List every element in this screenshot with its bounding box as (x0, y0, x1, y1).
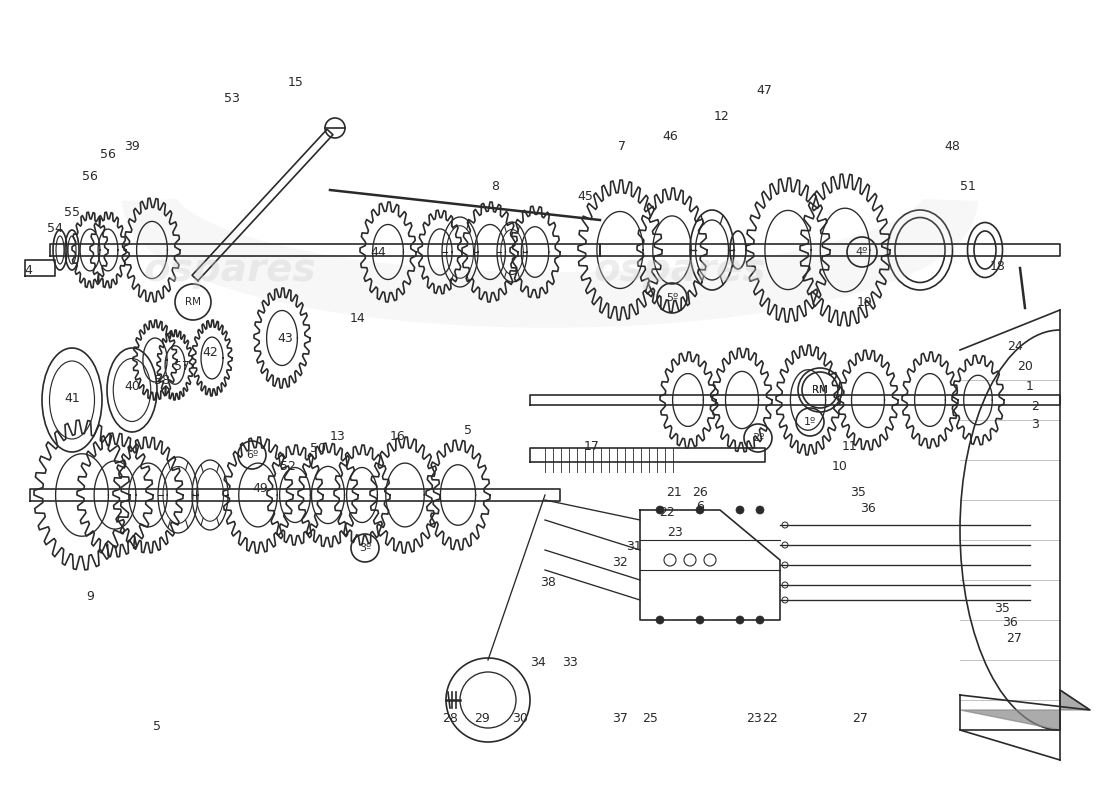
Text: RM: RM (185, 297, 201, 307)
Text: 45: 45 (578, 190, 593, 202)
Text: 26: 26 (692, 486, 708, 499)
Text: 44: 44 (370, 246, 386, 259)
Text: 33: 33 (562, 657, 578, 670)
Text: 5º: 5º (666, 293, 678, 303)
Circle shape (696, 616, 704, 624)
Text: 19: 19 (857, 297, 873, 310)
Text: 48: 48 (944, 139, 960, 153)
Text: 38: 38 (540, 577, 556, 590)
Text: 1: 1 (1026, 379, 1034, 393)
Circle shape (736, 616, 744, 624)
Circle shape (756, 616, 764, 624)
Text: 27: 27 (1006, 631, 1022, 645)
Text: 2: 2 (1031, 399, 1038, 413)
Circle shape (696, 506, 704, 514)
Text: 56: 56 (100, 149, 116, 162)
Text: 22: 22 (659, 506, 675, 519)
Text: 6: 6 (696, 499, 704, 513)
Text: 41: 41 (64, 391, 80, 405)
Text: 9: 9 (86, 590, 94, 602)
Text: 1º: 1º (804, 417, 816, 427)
Text: 27: 27 (852, 711, 868, 725)
Text: RM: RM (812, 385, 828, 395)
Text: 4º: 4º (856, 247, 868, 257)
Text: 2º: 2º (751, 433, 764, 443)
Text: 36: 36 (1002, 617, 1018, 630)
Text: 43: 43 (277, 331, 293, 345)
Text: 29: 29 (474, 711, 490, 725)
Text: 15: 15 (288, 77, 304, 90)
Text: 50: 50 (310, 442, 326, 454)
Text: 35: 35 (850, 486, 866, 499)
Text: 24: 24 (1008, 339, 1023, 353)
Text: 4: 4 (24, 263, 32, 277)
Text: ospares: ospares (594, 251, 767, 289)
Text: 49: 49 (252, 482, 268, 494)
Text: 5: 5 (153, 719, 161, 733)
Text: 10: 10 (832, 459, 848, 473)
Text: 42: 42 (202, 346, 218, 359)
Text: 28: 28 (442, 711, 458, 725)
Text: 31: 31 (626, 539, 642, 553)
Text: 57: 57 (174, 359, 190, 373)
Text: 51: 51 (960, 179, 976, 193)
Text: 17: 17 (584, 439, 600, 453)
Text: 32: 32 (612, 557, 628, 570)
Text: 23: 23 (667, 526, 683, 539)
Text: 13: 13 (330, 430, 345, 442)
Text: ospares: ospares (144, 251, 317, 289)
Text: 46: 46 (662, 130, 678, 142)
Text: 34: 34 (530, 657, 546, 670)
Text: 30: 30 (513, 711, 528, 725)
Text: 36: 36 (860, 502, 876, 514)
Text: 20: 20 (1018, 359, 1033, 373)
Text: 12: 12 (714, 110, 730, 122)
Text: 3: 3 (1031, 418, 1038, 431)
Text: 55: 55 (64, 206, 80, 219)
Text: 35: 35 (994, 602, 1010, 614)
Text: 25: 25 (642, 711, 658, 725)
Text: 21: 21 (667, 486, 682, 499)
Text: 40: 40 (124, 379, 140, 393)
Text: 37: 37 (612, 711, 628, 725)
Text: 7: 7 (618, 139, 626, 153)
Text: 56: 56 (82, 170, 98, 182)
Circle shape (656, 506, 664, 514)
Text: 16: 16 (390, 430, 406, 442)
Text: 8: 8 (491, 179, 499, 193)
Text: 6º: 6º (246, 450, 258, 460)
Text: 23: 23 (746, 711, 762, 725)
Text: 53: 53 (224, 91, 240, 105)
Text: 22: 22 (762, 711, 778, 725)
Text: RM: RM (812, 385, 827, 395)
Text: 58: 58 (154, 374, 170, 386)
Polygon shape (960, 690, 1090, 730)
Circle shape (656, 616, 664, 624)
Text: 5: 5 (464, 423, 472, 437)
Text: 52: 52 (280, 459, 296, 473)
Circle shape (736, 506, 744, 514)
Text: 11: 11 (843, 439, 858, 453)
Text: 39: 39 (124, 139, 140, 153)
Text: 14: 14 (350, 311, 366, 325)
Text: 3º: 3º (359, 543, 371, 553)
Circle shape (756, 506, 764, 514)
Text: 54: 54 (47, 222, 63, 234)
Text: 47: 47 (756, 83, 772, 97)
Text: 18: 18 (990, 259, 1005, 273)
